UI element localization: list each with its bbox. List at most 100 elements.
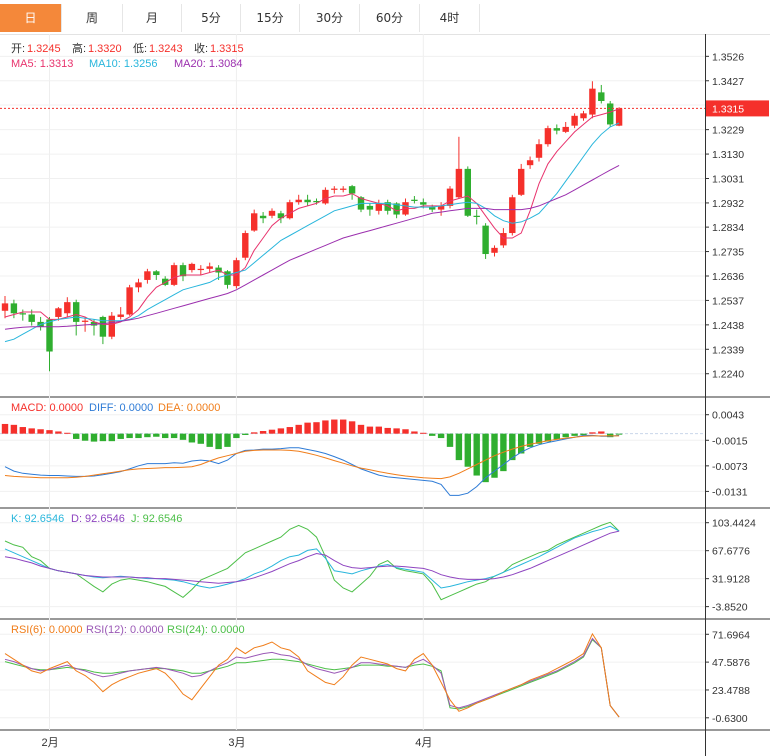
tab-month[interactable]: 月 (123, 4, 182, 32)
y-tick-label: 1.2834 (712, 222, 744, 234)
candle-body (1, 303, 9, 311)
macd-bar (206, 433, 213, 447)
ohlc-open-value: 1.3245 (27, 43, 61, 55)
tab-week[interactable]: 周 (62, 4, 123, 32)
ohlc-low-value: 1.3243 (149, 43, 183, 55)
candle-body (446, 188, 454, 206)
candlestick-pane (0, 81, 705, 372)
ohlc-low-label: 低: (133, 42, 147, 55)
y-tick-label: -0.6300 (712, 713, 748, 725)
macd-bar (544, 433, 552, 442)
macd-bar (598, 431, 605, 434)
y-tick-label: 103.4424 (712, 518, 756, 530)
y-tick-label: -3.8520 (712, 602, 748, 614)
ma10-line (4, 122, 620, 343)
ohlc-high-label: 高: (72, 41, 86, 55)
y-tick-label: 1.3130 (712, 149, 744, 161)
rsi12-line (4, 637, 620, 718)
candle-body (108, 315, 115, 337)
macd-bar (10, 424, 18, 434)
kdj-d-line (4, 530, 620, 584)
macd-bar (162, 433, 169, 439)
macd-bar (46, 430, 53, 434)
macd-bar (126, 433, 133, 439)
macd-bar (268, 429, 276, 434)
macd-bar (402, 429, 409, 434)
macd-bar (313, 422, 320, 434)
candle-body (144, 271, 151, 280)
dea-legend: DEA: 0.0000 (158, 402, 220, 414)
ohlc-close-value: 1.3315 (210, 43, 244, 55)
macd-bar (55, 431, 62, 434)
macd-bar (304, 422, 311, 434)
y-tick-label: 67.6776 (712, 546, 750, 558)
candle-body (544, 128, 552, 145)
candle-body (464, 168, 471, 216)
macd-bar (99, 433, 107, 442)
candle-body (348, 186, 356, 194)
candle-body (340, 188, 347, 190)
tab-day[interactable]: 日 (0, 4, 62, 32)
candle-body (562, 126, 569, 132)
macd-bar (73, 433, 80, 439)
rsi24-line (4, 638, 620, 718)
candle-body (81, 320, 89, 322)
ma20-line (4, 164, 620, 330)
diff-legend: DIFF: 0.0000 (89, 402, 153, 414)
candle-body (491, 247, 498, 253)
candle-body (331, 188, 338, 190)
tab-60min[interactable]: 60分 (360, 4, 420, 32)
rsi6-line (4, 632, 620, 718)
macd-bar (90, 433, 98, 442)
y-tick-label: 1.2932 (712, 198, 744, 210)
candle-body (509, 197, 516, 234)
macd-bar (580, 433, 587, 435)
macd-bar (411, 431, 418, 434)
candle-body (188, 263, 196, 271)
candle-body (393, 203, 400, 215)
macd-bar (562, 433, 569, 438)
price-axis: 2月3月4月1.35261.34271.33291.32291.31301.30… (42, 51, 769, 749)
period-tabbar: 日 周 月 5分 15分 30分 60分 4时 (0, 0, 770, 35)
kline-chart[interactable]: 2月3月4月1.35261.34271.33291.32291.31301.30… (0, 34, 770, 756)
kdj-j-line (4, 521, 620, 601)
candle-body (571, 115, 578, 126)
y-tick-label: 31.9128 (712, 574, 750, 586)
candle-body (277, 213, 285, 219)
macd-bar (366, 426, 374, 434)
y-tick-label: -0.0073 (712, 461, 748, 473)
macd-bar (251, 432, 258, 434)
tab-15min[interactable]: 15分 (241, 4, 300, 32)
candle-body (259, 215, 267, 219)
y-tick-label: 1.2735 (712, 247, 744, 259)
candle-body (126, 287, 133, 315)
candle-body (589, 88, 596, 115)
macd-bar (437, 433, 445, 439)
tab-4hour[interactable]: 4时 (420, 4, 480, 32)
candle-body (535, 144, 543, 158)
y-tick-label: 1.2240 (712, 369, 744, 381)
candle-body (375, 203, 382, 211)
ohlc-close-label: 收: (194, 41, 208, 55)
candle-body (162, 278, 169, 285)
y-tick-label: 1.2438 (712, 320, 744, 332)
macd-bar (170, 433, 178, 439)
macd-bar (589, 432, 596, 434)
grid-lines (0, 34, 770, 756)
candle-body (197, 268, 204, 271)
candle-body (19, 313, 26, 315)
macd-bar (64, 432, 71, 434)
rsi6-legend: RSI(6): 0.0000 (11, 624, 83, 636)
candle-body (224, 271, 231, 285)
macd-bar (429, 433, 436, 436)
candle-body (117, 314, 124, 317)
last-price-value: 1.3315 (712, 103, 744, 115)
ma5-line (4, 108, 620, 325)
candle-body (455, 168, 463, 198)
kdj-d-legend: D: 92.6546 (71, 513, 125, 525)
y-tick-label: 1.3229 (712, 125, 744, 137)
tab-5min[interactable]: 5分 (182, 4, 241, 32)
tab-30min[interactable]: 30分 (300, 4, 360, 32)
macd-bar (277, 428, 285, 434)
macd-bar (331, 419, 338, 434)
